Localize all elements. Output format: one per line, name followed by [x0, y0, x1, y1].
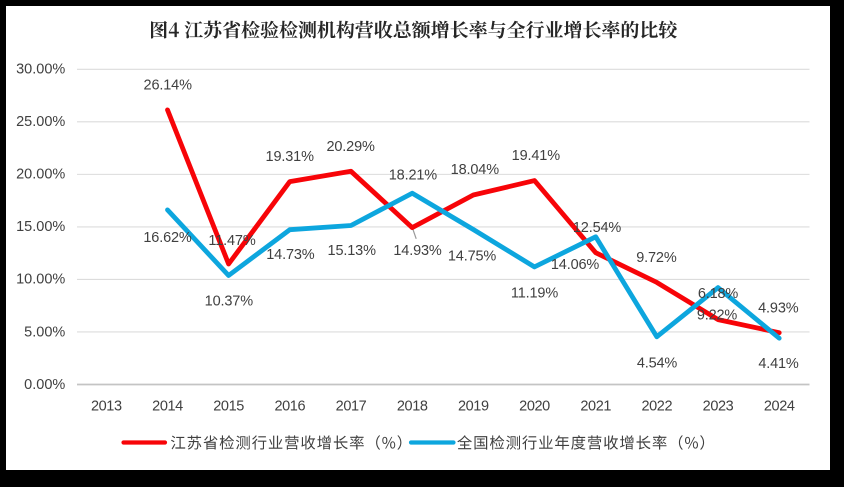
svg-text:14.75%: 14.75% [448, 249, 497, 265]
svg-text:10.37%: 10.37% [205, 294, 254, 310]
svg-text:11.47%: 11.47% [208, 233, 255, 249]
svg-text:10.00%: 10.00% [16, 272, 65, 288]
svg-text:19.31%: 19.31% [266, 149, 315, 165]
svg-text:9.72%: 9.72% [636, 250, 677, 266]
svg-text:4.93%: 4.93% [758, 300, 799, 316]
svg-text:14.06%: 14.06% [551, 257, 600, 273]
svg-text:2018: 2018 [397, 399, 428, 415]
svg-text:9.22%: 9.22% [697, 308, 738, 324]
svg-text:18.04%: 18.04% [451, 162, 500, 178]
svg-text:11.19%: 11.19% [511, 286, 558, 302]
svg-text:2023: 2023 [703, 399, 734, 415]
svg-text:2014: 2014 [152, 399, 183, 415]
svg-text:26.14%: 26.14% [144, 78, 193, 94]
svg-text:2021: 2021 [580, 399, 611, 415]
svg-text:6.18%: 6.18% [698, 286, 739, 302]
svg-text:15.13%: 15.13% [328, 243, 377, 259]
svg-text:16.62%: 16.62% [143, 230, 192, 246]
svg-text:30.00%: 30.00% [16, 62, 65, 78]
svg-text:2022: 2022 [641, 399, 672, 415]
svg-text:4.54%: 4.54% [637, 356, 678, 372]
svg-text:19.41%: 19.41% [512, 148, 561, 164]
svg-text:18.21%: 18.21% [389, 168, 438, 184]
svg-text:20.29%: 20.29% [326, 139, 375, 155]
svg-text:2016: 2016 [274, 399, 305, 415]
svg-text:5.00%: 5.00% [24, 324, 65, 340]
svg-text:2024: 2024 [764, 399, 795, 415]
svg-text:2020: 2020 [519, 399, 550, 415]
svg-text:15.00%: 15.00% [16, 219, 65, 235]
svg-text:12.54%: 12.54% [573, 220, 622, 236]
svg-text:20.00%: 20.00% [16, 167, 65, 183]
svg-text:14.73%: 14.73% [266, 247, 315, 263]
svg-text:0.00%: 0.00% [24, 377, 65, 393]
svg-text:2019: 2019 [458, 399, 489, 415]
svg-text:25.00%: 25.00% [16, 114, 65, 130]
svg-text:2015: 2015 [213, 399, 244, 415]
svg-text:2013: 2013 [91, 399, 122, 415]
svg-text:14.93%: 14.93% [393, 243, 442, 259]
svg-text:4.41%: 4.41% [758, 356, 799, 372]
svg-text:2017: 2017 [336, 399, 367, 415]
